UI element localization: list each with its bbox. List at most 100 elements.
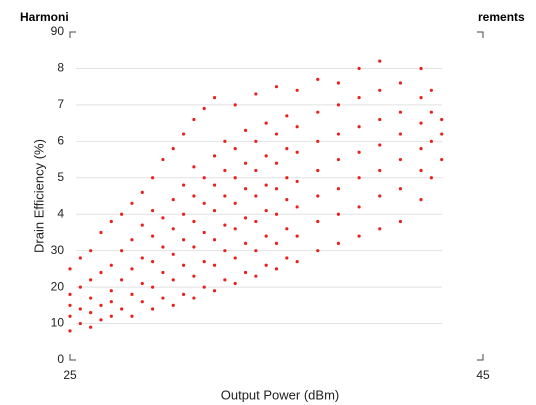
point	[223, 278, 227, 282]
point	[233, 201, 237, 205]
point	[429, 88, 433, 92]
point	[68, 329, 72, 333]
point	[109, 289, 113, 293]
point	[212, 183, 217, 187]
point	[130, 267, 134, 271]
y-axis-label: Drain Efficiency (%)	[31, 139, 46, 253]
point	[161, 270, 165, 275]
point	[419, 96, 423, 100]
point	[192, 245, 196, 249]
point	[316, 139, 320, 143]
point	[181, 183, 186, 187]
point	[212, 263, 217, 267]
point	[233, 103, 237, 107]
point	[254, 92, 258, 96]
point	[109, 219, 113, 224]
point	[212, 154, 217, 158]
point	[233, 176, 237, 180]
point	[171, 303, 175, 307]
point	[336, 103, 341, 107]
point	[357, 205, 361, 209]
point	[398, 219, 402, 224]
point	[295, 205, 299, 209]
point	[336, 187, 341, 191]
point	[254, 249, 258, 253]
point	[233, 147, 237, 151]
point	[68, 292, 72, 296]
point	[254, 139, 258, 143]
point	[378, 227, 382, 231]
point	[316, 194, 320, 198]
y-tick-label: 90	[51, 24, 65, 38]
point	[254, 274, 258, 278]
point	[264, 234, 268, 238]
point	[398, 132, 402, 136]
point	[274, 85, 279, 89]
point	[140, 190, 144, 194]
point	[243, 270, 248, 275]
point	[68, 303, 72, 307]
point	[223, 194, 227, 198]
point	[223, 168, 227, 173]
x-axis-label: Output Power (dBm)	[221, 387, 340, 402]
point	[192, 274, 196, 278]
point	[151, 208, 155, 213]
point	[419, 121, 423, 125]
point	[285, 256, 289, 260]
point	[130, 314, 134, 318]
point	[151, 176, 155, 180]
point	[295, 88, 299, 92]
corner	[69, 354, 76, 361]
point	[316, 110, 320, 114]
point	[295, 150, 299, 154]
point	[336, 157, 341, 162]
point	[202, 285, 206, 289]
point	[285, 114, 289, 118]
point	[212, 208, 217, 213]
point	[378, 194, 382, 198]
point	[419, 147, 423, 151]
point	[316, 249, 320, 253]
point	[398, 110, 402, 114]
point	[274, 241, 279, 245]
point	[398, 157, 402, 162]
point	[264, 183, 268, 187]
point	[223, 223, 227, 227]
point	[398, 187, 402, 191]
point	[89, 278, 93, 282]
y-tick-label: 5	[57, 170, 64, 184]
point	[285, 176, 289, 180]
point	[440, 157, 444, 162]
point	[89, 296, 93, 300]
point	[336, 81, 341, 85]
point	[78, 256, 82, 260]
point	[440, 117, 444, 122]
point	[357, 176, 361, 180]
point	[140, 281, 144, 286]
point	[171, 198, 175, 202]
point	[295, 179, 299, 184]
x-tick-label: 45	[476, 368, 490, 382]
point	[274, 212, 279, 216]
point	[161, 296, 165, 300]
point	[151, 307, 155, 311]
point	[264, 121, 268, 125]
point	[378, 88, 382, 92]
point	[398, 81, 402, 85]
point	[181, 263, 186, 267]
point	[378, 168, 382, 173]
point	[212, 238, 217, 242]
point	[192, 165, 196, 169]
point	[192, 117, 196, 122]
point	[192, 296, 196, 300]
point	[419, 168, 423, 173]
point	[130, 201, 134, 205]
point	[264, 154, 268, 158]
point	[243, 128, 248, 132]
y-tick-label: 4	[57, 206, 64, 220]
point	[429, 176, 433, 180]
point	[99, 270, 103, 275]
point	[274, 267, 279, 271]
point	[295, 125, 299, 129]
